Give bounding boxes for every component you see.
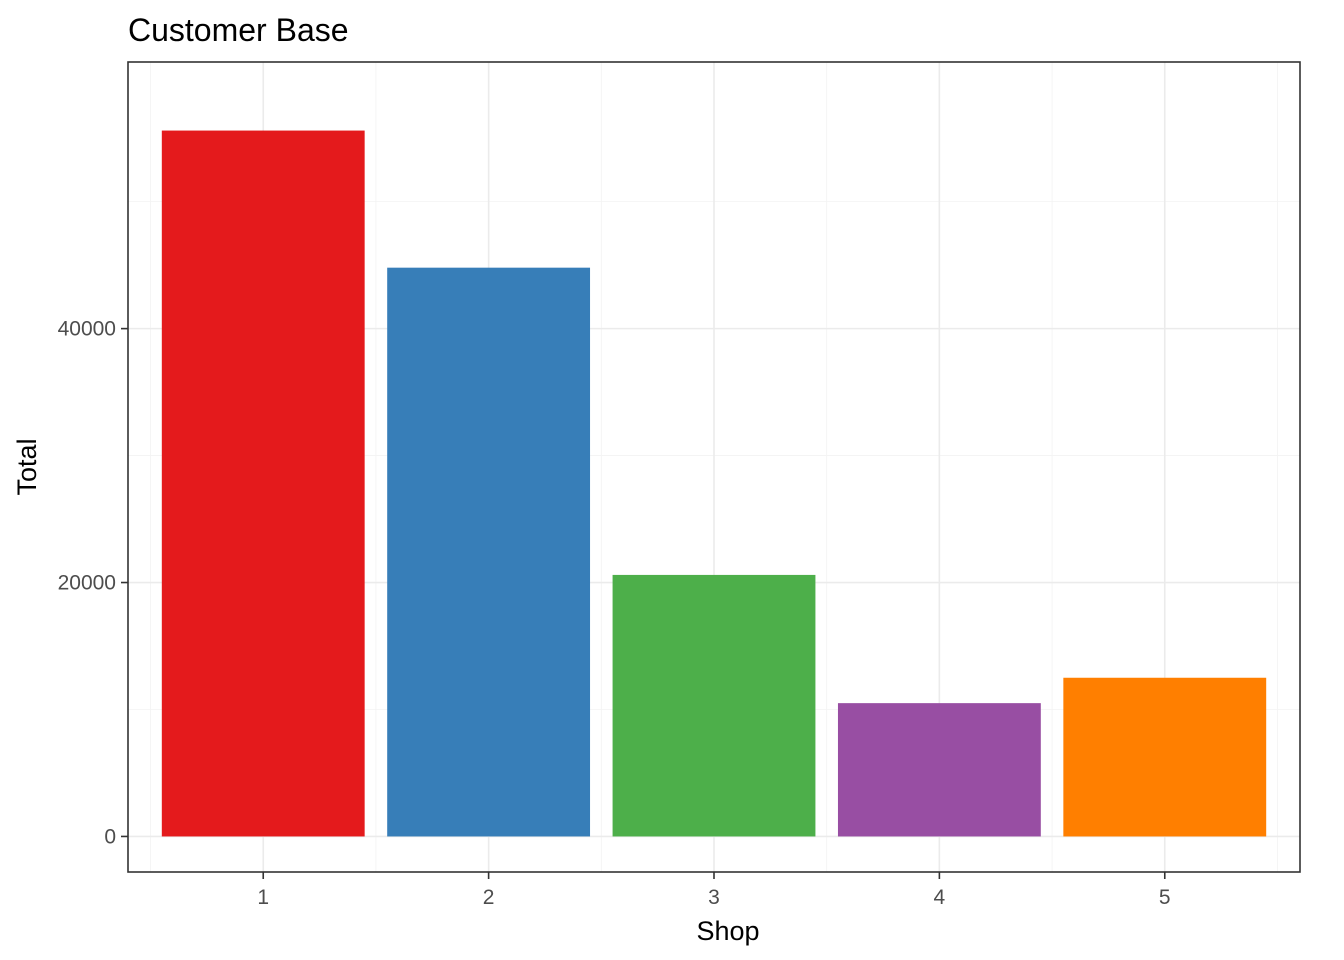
y-axis-title: Total [12,438,42,495]
y-tick-label: 20000 [58,572,116,595]
bar-shop-2 [387,267,591,837]
y-axis: 0 20000 40000 [58,318,128,848]
chart-title: Customer Base [128,12,349,48]
bars [161,130,1267,837]
bar-shop-3 [612,574,816,837]
x-tick-label: 5 [1159,886,1171,909]
bar-shop-1 [161,130,365,837]
x-tick-label: 3 [708,886,720,909]
bar-shop-5 [1063,677,1267,837]
x-tick-label: 4 [934,886,946,909]
y-tick-label: 40000 [58,318,116,341]
x-tick-label: 2 [483,886,495,909]
x-axis: 1 2 3 4 5 [257,872,1171,909]
y-tick-label: 0 [104,825,116,848]
bar-shop-4 [837,703,1041,837]
x-axis-title: Shop [696,916,759,946]
x-tick-label: 1 [257,886,269,909]
